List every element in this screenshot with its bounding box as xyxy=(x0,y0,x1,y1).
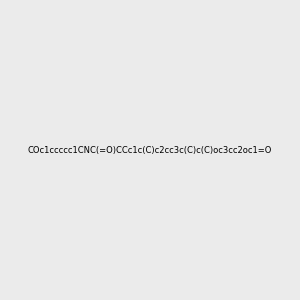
Text: COc1ccccc1CNC(=O)CCc1c(C)c2cc3c(C)c(C)oc3cc2oc1=O: COc1ccccc1CNC(=O)CCc1c(C)c2cc3c(C)c(C)oc… xyxy=(28,146,272,154)
